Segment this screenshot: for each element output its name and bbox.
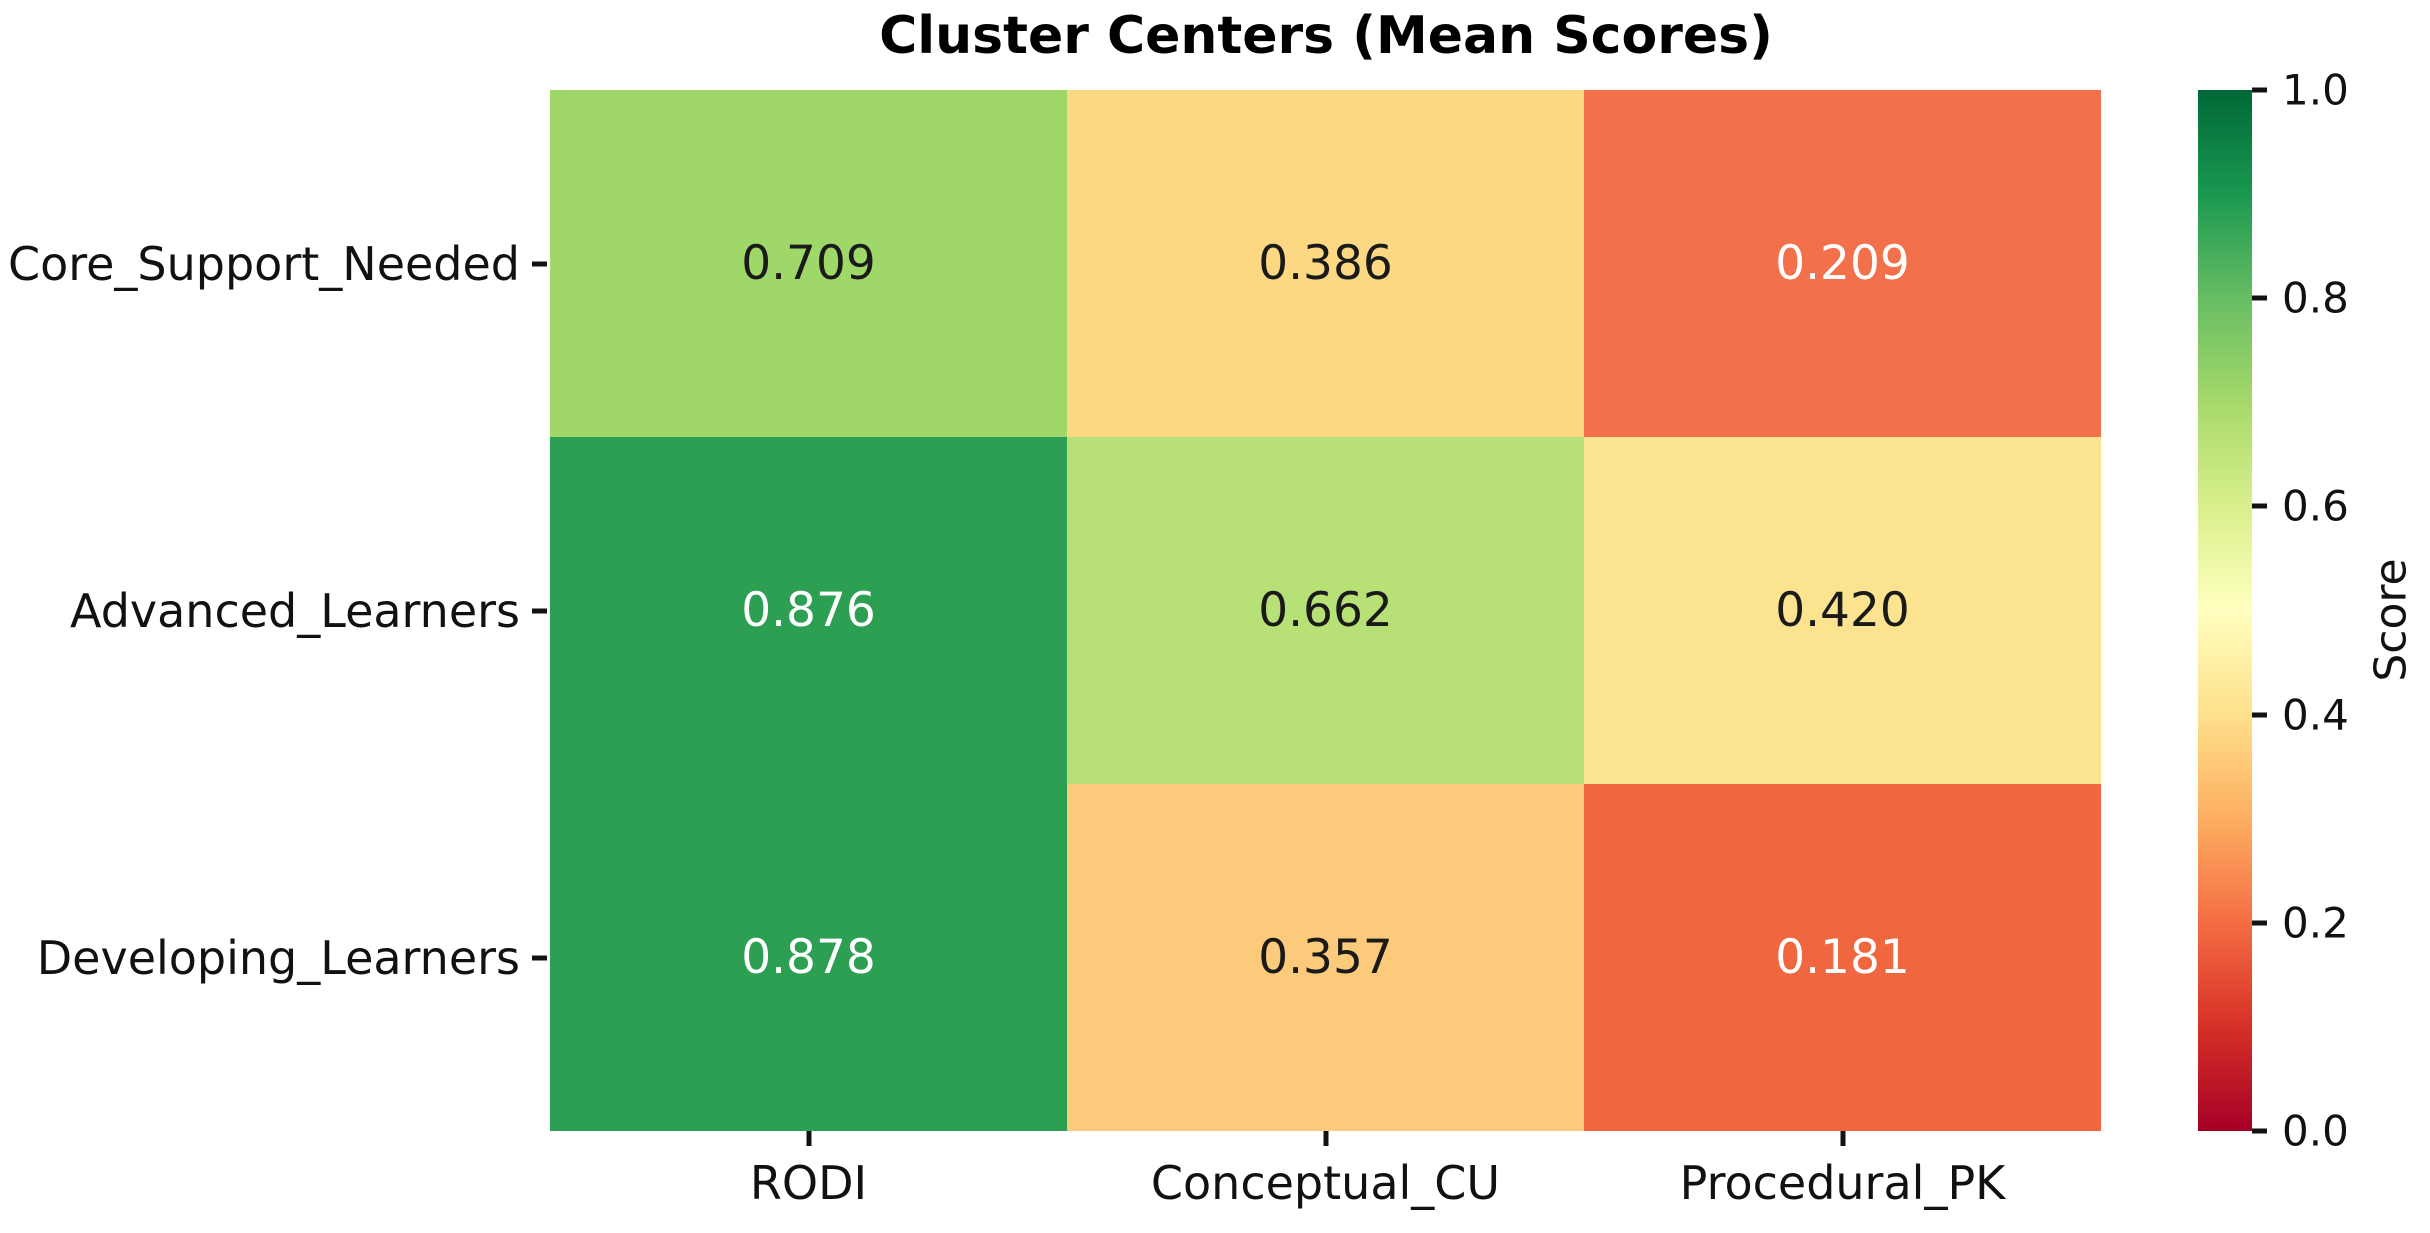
colorbar-gradient [2198, 90, 2252, 1131]
heatmap-cell-Advanced_Learners-RODI: 0.876 [550, 437, 1067, 784]
x-axis-label-Conceptual_CU: Conceptual_CU [1150, 1156, 1501, 1210]
cell-value: 0.878 [741, 930, 876, 985]
heatmap-cell-Developing_Learners-Procedural_PK: 0.181 [1584, 784, 2101, 1131]
colorbar-tick-label-1.0: 1.0 [2282, 65, 2349, 115]
cell-value: 0.209 [1775, 236, 1910, 291]
heatmap-cell-Developing_Learners-RODI: 0.878 [550, 784, 1067, 1131]
colorbar-axis-label: Score [2365, 558, 2417, 682]
colorbar-tick-label-0.8: 0.8 [2282, 273, 2349, 323]
chart-title: Cluster Centers (Mean Scores) [879, 6, 1773, 66]
colorbar-tick [2252, 1128, 2267, 1134]
heatmap-cell-Core_Support_Needed-RODI: 0.709 [550, 90, 1067, 437]
cell-value: 0.709 [741, 236, 876, 291]
cell-value: 0.386 [1258, 236, 1393, 291]
cell-value: 0.357 [1258, 930, 1393, 985]
y-axis-label-Advanced_Learners: Advanced_Learners [70, 583, 520, 638]
colorbar-tick [2252, 87, 2267, 93]
y-axis-tick [532, 608, 547, 613]
heatmap-cell-Developing_Learners-Conceptual_CU: 0.357 [1067, 784, 1584, 1131]
cell-value: 0.420 [1775, 583, 1910, 638]
x-axis-tick [806, 1131, 811, 1146]
colorbar-tick [2252, 712, 2267, 718]
heatmap-cell-Advanced_Learners-Conceptual_CU: 0.662 [1067, 437, 1584, 784]
y-axis-tick [532, 261, 547, 266]
x-axis-label-RODI: RODI [749, 1156, 868, 1210]
colorbar-tick-label-0.0: 0.0 [2282, 1106, 2349, 1156]
colorbar-tick [2252, 295, 2267, 301]
cell-value: 0.662 [1258, 583, 1393, 638]
heatmap-cell-Core_Support_Needed-Procedural_PK: 0.209 [1584, 90, 2101, 437]
cell-value: 0.876 [741, 583, 876, 638]
y-axis-tick [532, 955, 547, 960]
x-axis-tick [1323, 1131, 1328, 1146]
heatmap-cell-Advanced_Learners-Procedural_PK: 0.420 [1584, 437, 2101, 784]
colorbar-tick [2252, 920, 2267, 926]
colorbar-tick-label-0.4: 0.4 [2282, 690, 2349, 740]
colorbar-tick-label-0.6: 0.6 [2282, 481, 2349, 531]
cell-value: 0.181 [1775, 930, 1910, 985]
y-axis-label-Developing_Learners: Developing_Learners [36, 930, 520, 985]
x-axis-tick [1840, 1131, 1845, 1146]
colorbar-tick [2252, 503, 2267, 509]
colorbar-tick-label-0.2: 0.2 [2282, 898, 2349, 948]
y-axis-label-Core_Support_Needed: Core_Support_Needed [7, 236, 520, 291]
heatmap-cell-Core_Support_Needed-Conceptual_CU: 0.386 [1067, 90, 1584, 437]
x-axis-label-Procedural_PK: Procedural_PK [1679, 1156, 2006, 1210]
heatmap-grid: 0.709 0.386 0.209 0.876 0.662 0.420 0.878 0.357… [550, 90, 2101, 1131]
